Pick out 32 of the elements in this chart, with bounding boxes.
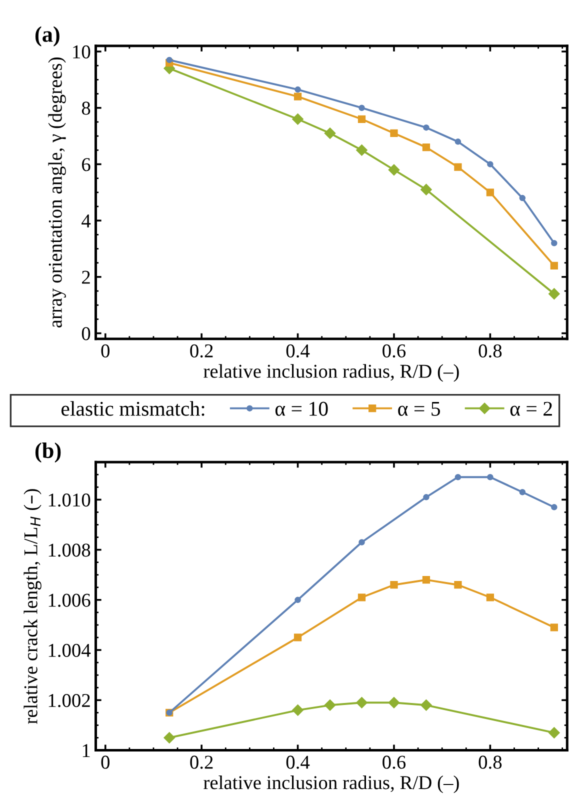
- legend-label: α = 10: [275, 402, 328, 416]
- y-tick-label: 2: [82, 270, 90, 284]
- y-axis-title: relative crack length, L/L$_{H}$ (–): [24, 489, 42, 724]
- y-tick-label: 8: [82, 102, 90, 115]
- y-tick-label: 1.006: [48, 594, 90, 607]
- y-tick-label: 4: [82, 214, 91, 228]
- y-tick-label: 10: [73, 45, 90, 58]
- legend-label: α = 5: [398, 402, 440, 416]
- chart-title: (b): [35, 442, 61, 463]
- y-tick-label: 1.010: [48, 493, 90, 507]
- y-tick-label: 0: [82, 327, 90, 340]
- x-tick-label: 0.4: [286, 756, 310, 769]
- legend-label: α = 2: [510, 402, 552, 416]
- y-tick-label: 1.008: [48, 544, 90, 557]
- y-tick-label: 1.002: [48, 694, 90, 708]
- y-axis-title: array orientation angle, γ (degrees): [48, 58, 66, 328]
- x-tick-label: 0: [101, 756, 110, 769]
- y-tick-label: 1: [82, 744, 90, 758]
- y-tick-label: 1.004: [48, 644, 91, 658]
- x-tick-label: 0.2: [190, 756, 213, 769]
- x-axis-title: relative inclusion radius, R/D (–): [204, 364, 459, 382]
- legend-title: elastic mismatch:: [62, 401, 204, 416]
- x-tick-label: 0: [101, 344, 110, 358]
- x-tick-label: 0.4: [286, 344, 310, 358]
- x-tick-label: 0.6: [382, 344, 406, 358]
- x-tick-label: 0.8: [478, 756, 502, 769]
- x-tick-label: 0.2: [190, 344, 213, 358]
- x-tick-label: 0.6: [382, 756, 406, 769]
- x-axis-title: relative inclusion radius, R/D (–): [204, 776, 459, 794]
- x-tick-label: 0.8: [478, 344, 502, 358]
- chart-title: (a): [35, 26, 60, 46]
- y-tick-label: 6: [82, 158, 90, 172]
